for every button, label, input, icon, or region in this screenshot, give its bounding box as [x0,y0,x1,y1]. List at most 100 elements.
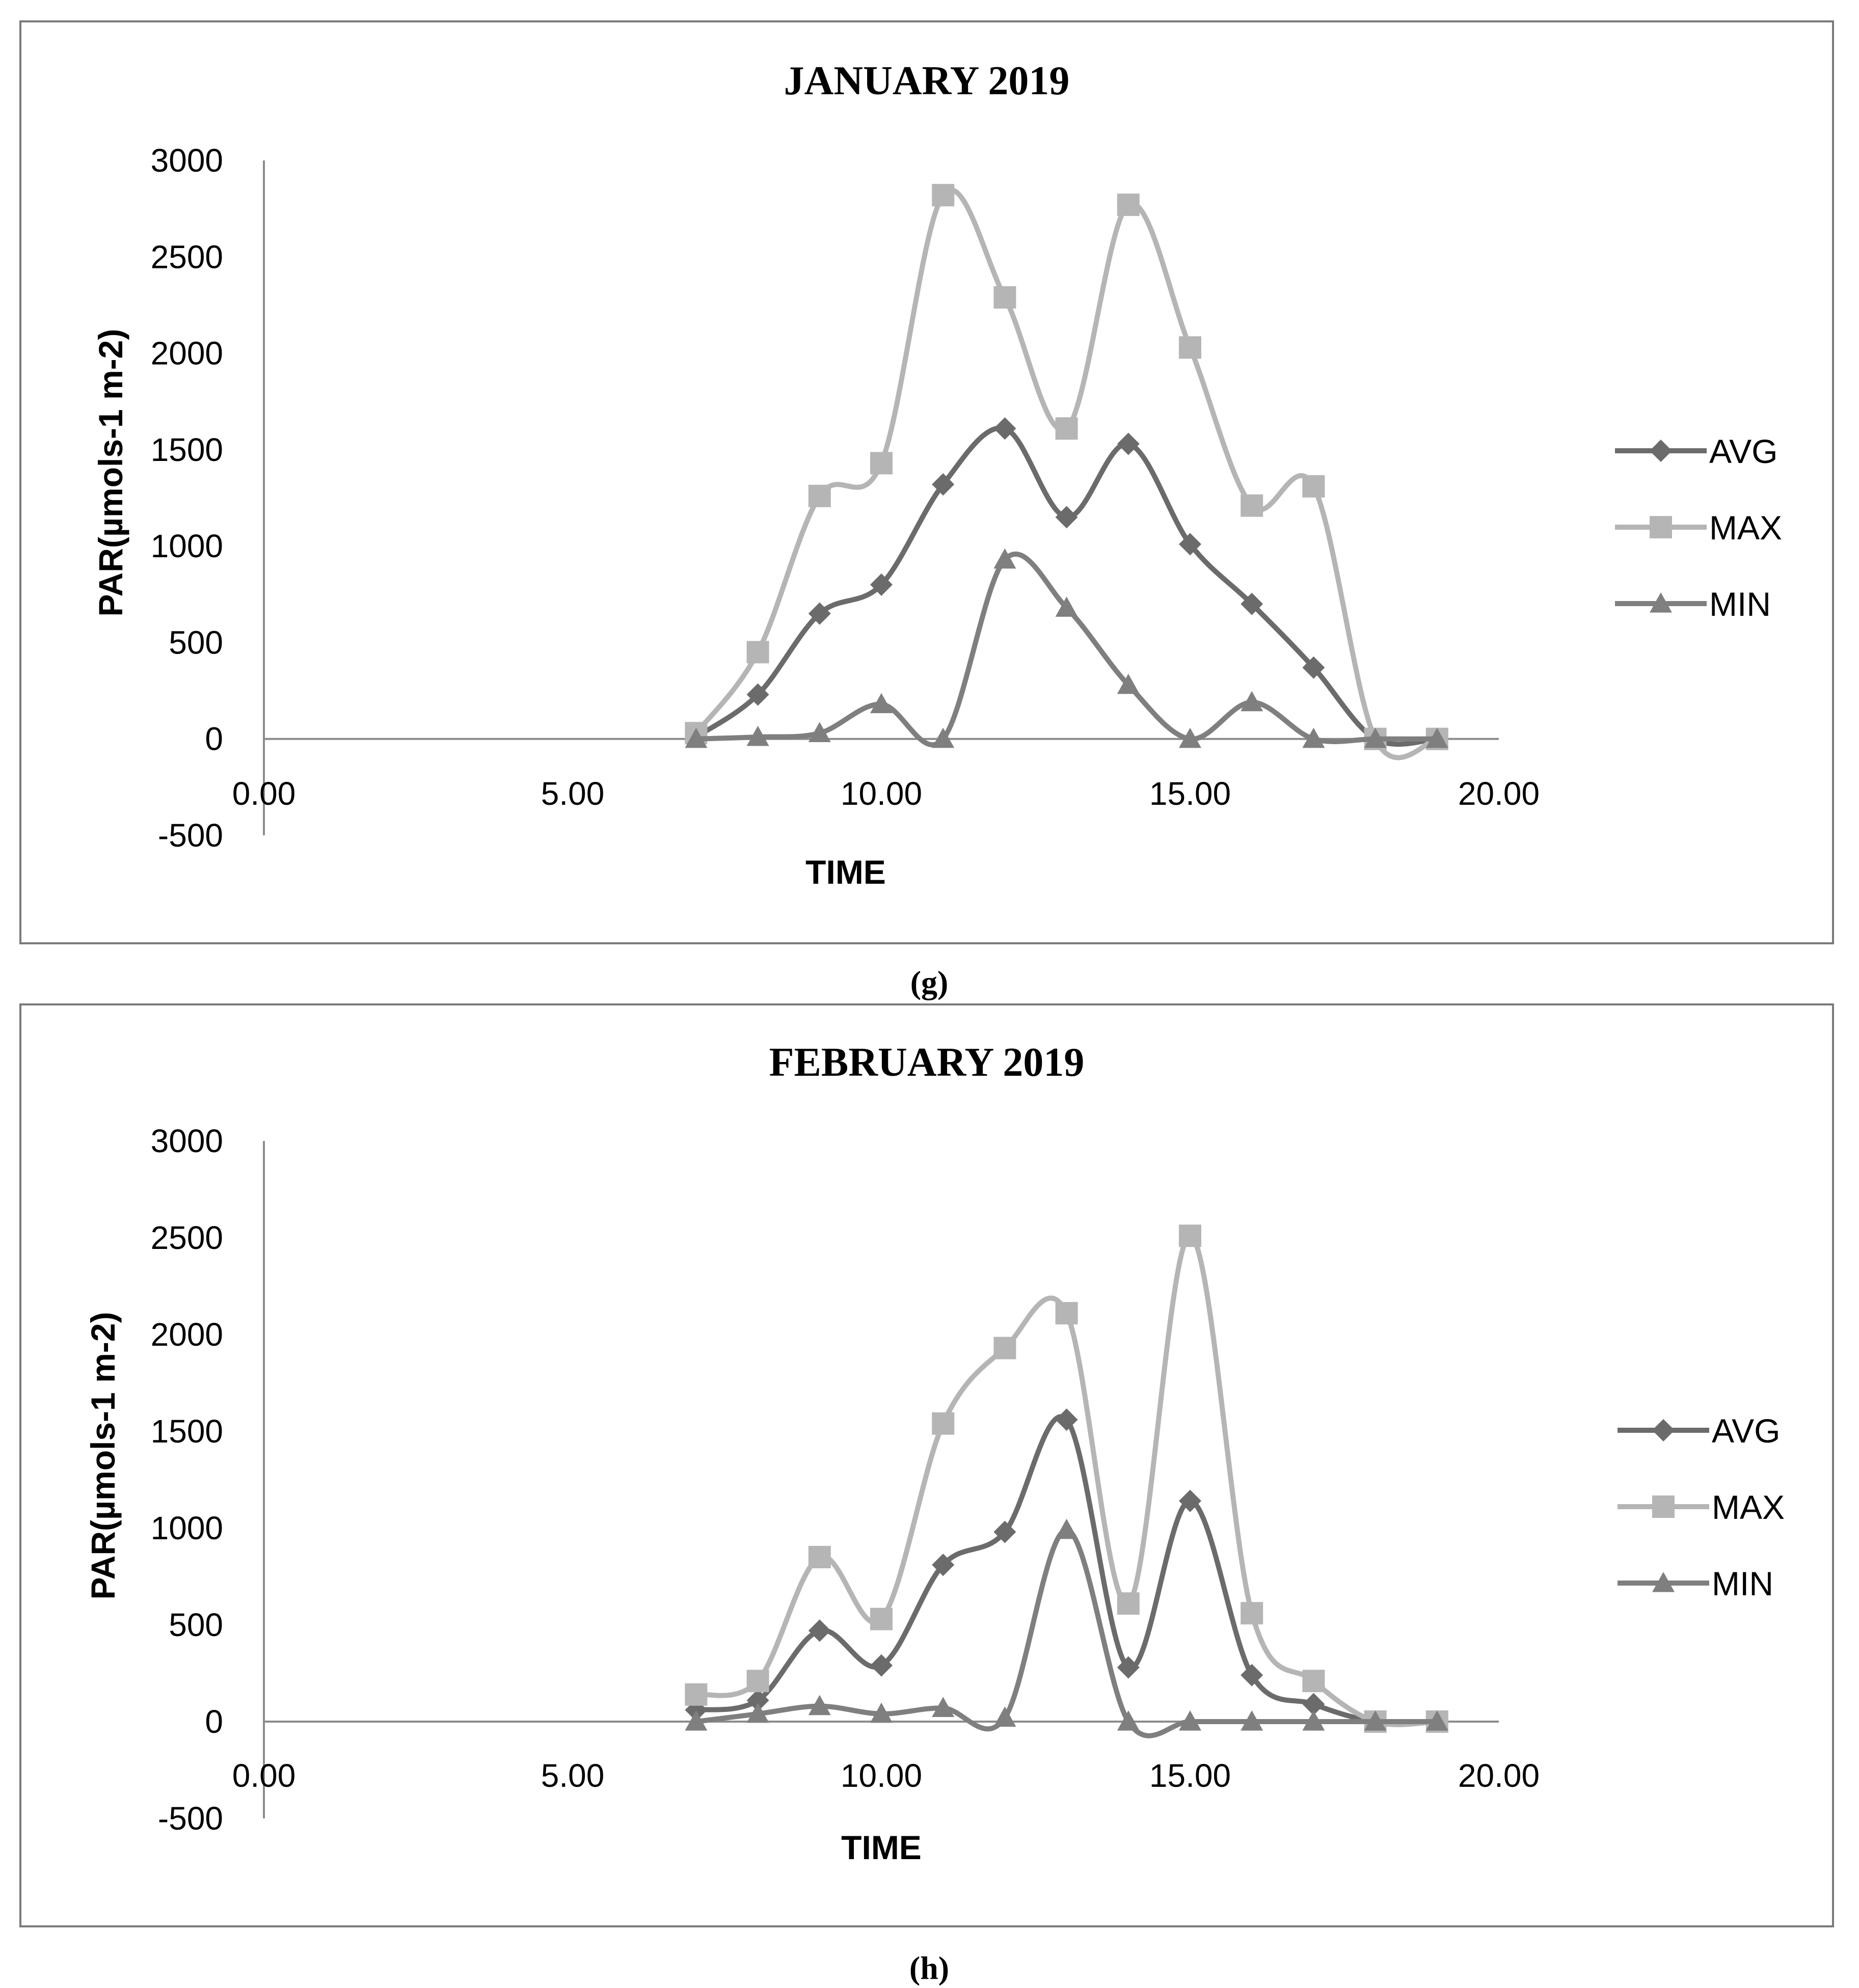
legend-item-max: MAX [1615,509,1782,547]
y-tick-label: 500 [169,1606,223,1643]
y-tick-label: -500 [158,1800,223,1837]
legend-label: MAX [1712,1488,1785,1526]
legend-marker [1650,516,1672,538]
y-tick-label: 2500 [151,238,223,275]
data-point-max [1241,1602,1263,1625]
data-point-avg [1055,506,1078,529]
chart-panel-february: FEBRUARY 2019 PAR(µmols-1 m-2) TIME 3000… [19,1003,1834,1986]
data-point-min [1364,1710,1387,1731]
x-tick-label: 15.00 [1149,1757,1231,1794]
chart-panel-january: JANUARY 2019 PAR(µmols-1 m-2) TIME 3000 2… [19,20,1834,1000]
chart-frame [19,20,1834,944]
figure-caption: (h) [909,1950,949,1986]
x-tick-label: 5.00 [541,775,605,812]
y-tick-label: 2500 [151,1219,223,1256]
x-tick-label: 10.00 [841,775,922,812]
data-point-max [1179,336,1201,359]
y-axis-label: PAR(µmols-1 m-2) [84,1312,122,1600]
y-tick-label: 500 [169,624,223,661]
data-point-min [1055,596,1078,617]
series-min [685,1518,1448,1738]
legend-label: AVG [1712,1412,1780,1450]
legend-item-avg: AVG [1618,1412,1780,1450]
x-axis-label: TIME [805,853,886,891]
data-point-max [870,1608,893,1630]
data-point-avg [1055,1408,1078,1431]
data-point-max [1241,494,1263,517]
data-point-max [746,1670,769,1693]
data-point-min [1302,727,1325,748]
data-point-avg [932,1554,955,1576]
legend-item-min: MIN [1615,585,1771,623]
data-point-max [1302,1670,1325,1693]
chart-title: JANUARY 2019 [784,59,1070,103]
data-point-max [1055,1302,1078,1325]
figure-caption: (g) [910,964,949,1000]
data-point-min [932,727,955,748]
data-point-min [1425,1710,1448,1731]
data-point-min [870,693,893,714]
data-point-min [808,1695,831,1715]
data-point-min [1364,727,1387,748]
data-point-max [808,1546,831,1568]
data-point-avg [1117,1656,1140,1679]
series-line-avg [695,1414,1437,1726]
data-point-avg [1302,1693,1325,1715]
y-tick-label: 0 [205,1703,223,1740]
data-point-avg [993,1520,1016,1543]
x-tick-label: 10.00 [841,1757,922,1794]
data-point-min [1117,673,1140,694]
y-tick-label: 1000 [151,528,223,564]
y-tick-label: 1500 [151,1413,223,1450]
x-tick-label: 20.00 [1458,1757,1540,1794]
data-point-avg [1179,533,1201,556]
data-point-min [1241,691,1263,712]
legend-marker [1652,1419,1675,1441]
legend-label: AVG [1709,432,1777,470]
x-tick-label: 5.00 [541,1757,605,1794]
y-tick-label: 3000 [151,142,223,179]
data-point-avg [870,1654,893,1677]
data-point-avg [1241,592,1263,615]
data-point-min [1425,727,1448,748]
data-point-min [746,725,769,746]
legend-marker [1652,1572,1675,1592]
data-point-max [870,452,893,475]
data-point-max [1179,1224,1201,1247]
data-point-avg [1241,1664,1263,1686]
data-point-min [685,727,708,748]
data-point-avg [808,1619,831,1642]
data-point-min [1179,1710,1201,1731]
legend-label: MIN [1712,1565,1773,1602]
legend-item-avg: AVG [1615,432,1777,470]
data-point-min [1241,1710,1263,1731]
data-point-avg [870,573,893,596]
data-point-max [1117,194,1140,216]
legend: AVG MAX MIN [1618,1412,1785,1602]
y-tick-label: 1500 [151,431,223,468]
data-point-avg [808,602,831,625]
legend-label: MIN [1709,585,1771,623]
series-min [685,548,1448,748]
data-point-min [870,1702,893,1723]
y-tick-label: 3000 [151,1123,223,1159]
legend: AVG MAX MIN [1615,432,1782,623]
legend-marker [1652,1495,1675,1518]
data-point-max [1117,1592,1140,1615]
chart-title: FEBRUARY 2019 [769,1040,1085,1085]
data-point-max [993,286,1016,309]
y-tick-label: 2000 [151,1316,223,1353]
y-tick-label: -500 [158,817,223,854]
series-line-max [695,1233,1437,1727]
data-point-max [746,641,769,664]
data-point-min [1117,1710,1140,1731]
data-point-max [993,1337,1016,1359]
x-tick-label: 15.00 [1149,775,1231,812]
x-axis-label: TIME [841,1829,922,1866]
data-point-max [808,484,831,507]
legend-item-max: MAX [1618,1488,1785,1526]
data-point-min [1302,1710,1325,1731]
legend-item-min: MIN [1618,1565,1773,1602]
